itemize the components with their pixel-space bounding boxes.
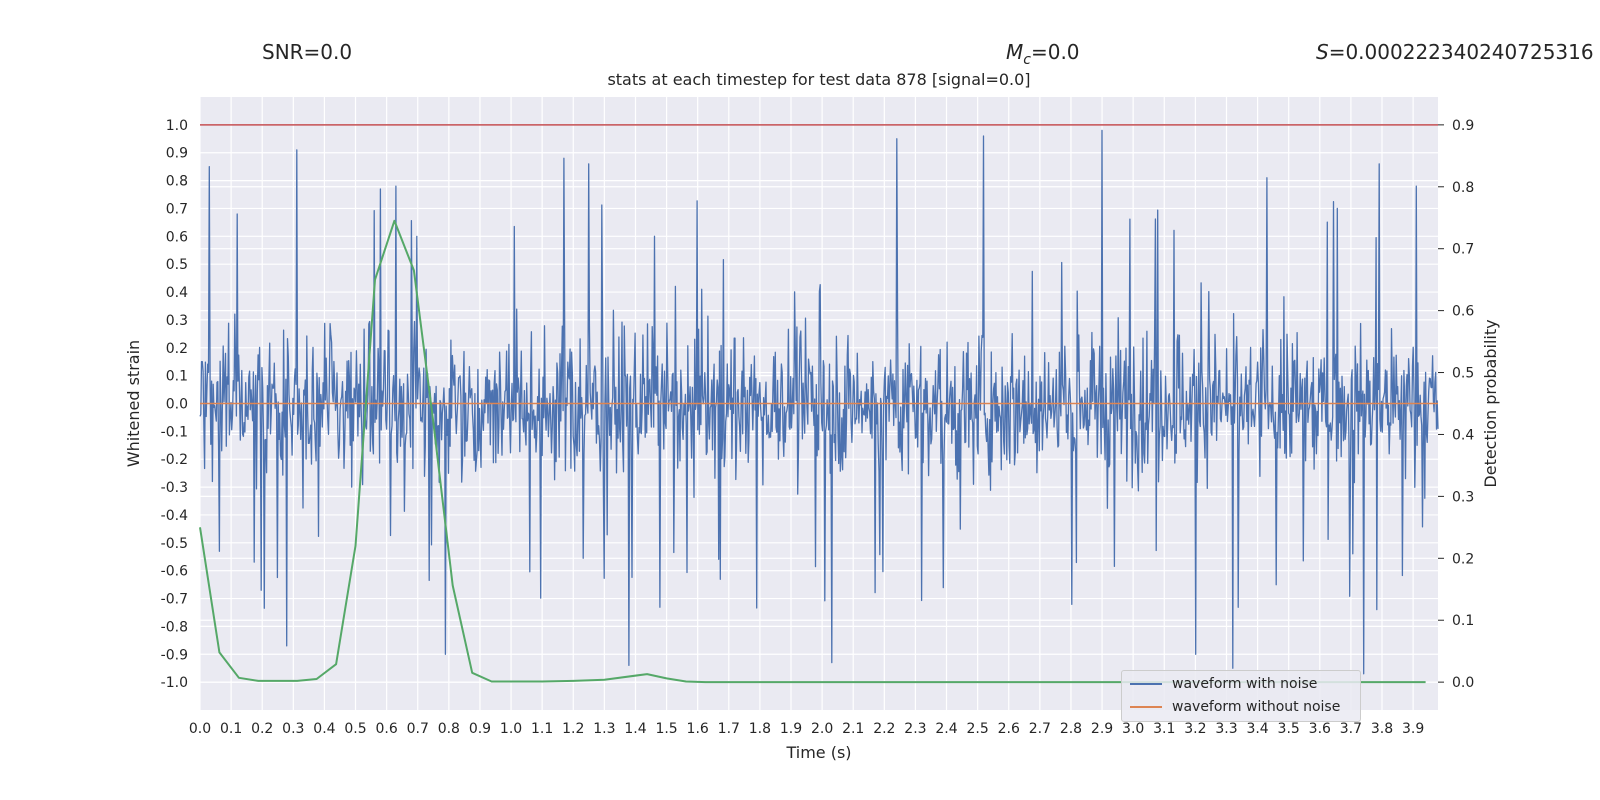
chart-title: stats at each timestep for test data 878… [607, 70, 1031, 89]
x-tick-label: 0.5 [344, 721, 366, 737]
x-tick-label: 1.4 [624, 721, 646, 737]
x-tick-label: 2.4 [935, 721, 957, 737]
y-tick-label: -0.3 [161, 480, 188, 496]
x-tick-label: 1.6 [687, 721, 709, 737]
x-tick-label: 2.2 [873, 721, 895, 737]
x-axis-ticks: 0.0 0.1 0.2 0.3 0.4 0.5 0.6 0.7 0.8 0.9 1.0 1.1 1.2 1… [189, 721, 1424, 737]
x-tick-label: 1.1 [531, 721, 553, 737]
y2-tick-label: 0.0 [1452, 675, 1474, 691]
y-tick-label: -0.6 [161, 564, 188, 580]
y-tick-label: 0.8 [166, 174, 188, 190]
y-tick-label: -0.9 [161, 647, 188, 663]
y2-tick-label: 0.2 [1452, 551, 1474, 567]
y-tick-label: -0.4 [161, 508, 188, 524]
y-tick-label: 0.9 [166, 146, 188, 162]
y-tick-label: -0.7 [161, 592, 188, 608]
x-tick-label: 0.4 [313, 721, 335, 737]
y2-tick-label: 0.9 [1452, 118, 1474, 134]
x-tick-label: 2.9 [1091, 721, 1113, 737]
y2-tick-label: 0.8 [1452, 180, 1474, 196]
y-tick-label: 0.2 [166, 341, 188, 357]
y-tick-label: -1.0 [161, 675, 188, 691]
x-tick-label: 1.9 [780, 721, 802, 737]
x-tick-label: 2.8 [1060, 721, 1082, 737]
y-tick-label: -0.8 [161, 619, 188, 635]
x-tick-label: 1.0 [500, 721, 522, 737]
y-tick-label: 0.3 [166, 313, 188, 329]
mc-symbol: M [1006, 40, 1024, 64]
legend-item-clean: waveform without noise [1130, 697, 1340, 717]
y-axis-ticks: 1.0 0.9 0.8 0.7 0.6 0.5 0.4 0.3 0.2 0.1 0.0 -0.1 -0.… [161, 118, 188, 691]
x-tick-label: 0.1 [220, 721, 242, 737]
x-tick-label: 2.5 [967, 721, 989, 737]
y-tick-label: 0.1 [166, 369, 188, 385]
legend-swatch-clean [1130, 706, 1162, 708]
x-tick-label: 2.6 [998, 721, 1020, 737]
y2-tick-label: 0.4 [1452, 427, 1474, 443]
x-tick-label: 2.0 [811, 721, 833, 737]
x-tick-label: 1.2 [562, 721, 584, 737]
x-tick-label: 0.7 [407, 721, 429, 737]
x-tick-label: 0.6 [376, 721, 398, 737]
y2-axis-label: Detection probability [1481, 319, 1500, 487]
y2-tick-label: 0.5 [1452, 366, 1474, 382]
mc-subscript: c [1023, 52, 1031, 68]
x-tick-label: 3.8 [1371, 721, 1393, 737]
x-tick-label: 3.0 [1122, 721, 1144, 737]
x-tick-label: 1.5 [655, 721, 677, 737]
snr-label: SNR=0.0 [262, 40, 353, 64]
s-symbol: S [1316, 40, 1329, 64]
x-tick-label: 2.1 [842, 721, 864, 737]
y2-axis-ticks: 0.9 0.8 0.7 0.6 0.5 0.4 0.3 0.2 0.1 0.0 [1438, 118, 1474, 691]
y-tick-label: -0.5 [161, 536, 188, 552]
y-tick-label: 0.4 [166, 285, 188, 301]
x-tick-label: 3.3 [1215, 721, 1237, 737]
legend-swatch-noise [1130, 683, 1162, 685]
chirp-mass-label: Mc=0.0 [1006, 40, 1080, 68]
y2-tick-label: 0.1 [1452, 613, 1474, 629]
s-stat-label: S=0.000222340240725316 [1316, 40, 1594, 64]
x-tick-label: 0.0 [189, 721, 211, 737]
y-axis-label: Whitened strain [124, 340, 143, 467]
x-tick-label: 1.8 [749, 721, 771, 737]
legend-label-clean: waveform without noise [1172, 699, 1341, 715]
x-tick-label: 3.1 [1153, 721, 1175, 737]
x-tick-label: 3.4 [1246, 721, 1268, 737]
y-tick-label: 0.5 [166, 257, 188, 273]
legend: waveform with noise waveform without noi… [1121, 670, 1361, 722]
x-tick-label: 3.7 [1340, 721, 1362, 737]
y-tick-label: -0.2 [161, 452, 188, 468]
y-tick-label: -0.1 [161, 424, 188, 440]
x-tick-label: 3.2 [1184, 721, 1206, 737]
series-waveform-with-noise [199, 129, 1439, 675]
x-tick-label: 3.6 [1309, 721, 1331, 737]
y2-tick-label: 0.7 [1452, 242, 1474, 258]
y-tick-label: 1.0 [166, 118, 188, 134]
y-tick-label: 0.7 [166, 201, 188, 217]
y2-tick-label: 0.6 [1452, 304, 1474, 320]
legend-item-noise: waveform with noise [1130, 674, 1317, 694]
x-tick-label: 1.7 [718, 721, 740, 737]
prob-line [199, 219, 1426, 684]
x-axis-label: Time (s) [785, 743, 851, 762]
y2-tick-label: 0.3 [1452, 489, 1474, 505]
series-detection-probability [199, 219, 1426, 684]
s-value: =0.000222340240725316 [1328, 40, 1594, 64]
noise-line [199, 129, 1439, 675]
x-tick-label: 1.3 [593, 721, 615, 737]
x-tick-label: 3.5 [1278, 721, 1300, 737]
x-tick-label: 0.8 [438, 721, 460, 737]
y-tick-label: 0.6 [166, 229, 188, 245]
y-tick-label: 0.0 [166, 397, 188, 413]
x-tick-label: 0.2 [251, 721, 273, 737]
x-tick-label: 3.9 [1402, 721, 1424, 737]
x-tick-label: 2.3 [904, 721, 926, 737]
x-tick-label: 2.7 [1029, 721, 1051, 737]
x-tick-label: 0.9 [469, 721, 491, 737]
x-tick-label: 0.3 [282, 721, 304, 737]
mc-value: =0.0 [1030, 40, 1080, 64]
legend-label-noise: waveform with noise [1172, 676, 1318, 692]
